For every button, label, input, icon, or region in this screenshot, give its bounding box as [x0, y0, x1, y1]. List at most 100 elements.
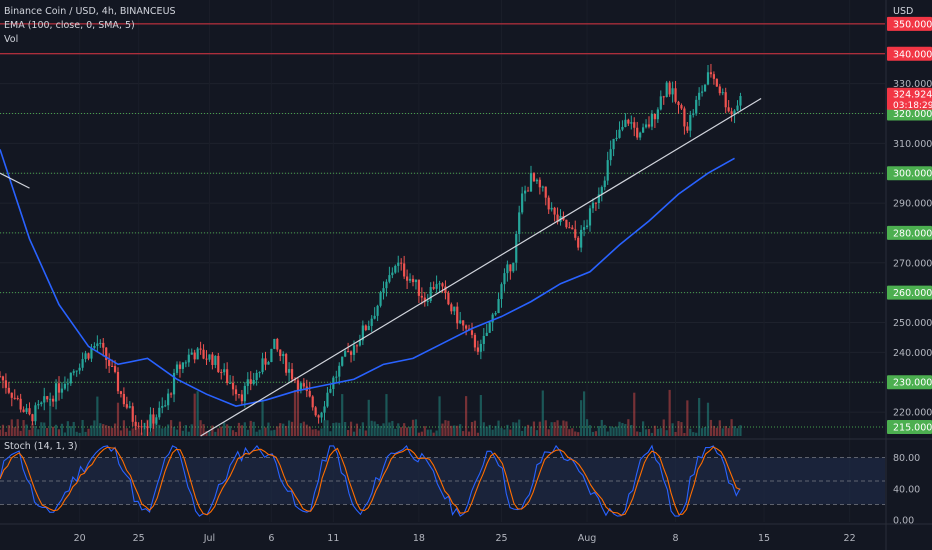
candle-body: [199, 348, 202, 350]
time-tick-label: 15: [758, 533, 770, 544]
volume-bar: [217, 428, 220, 436]
volume-bar: [444, 420, 447, 436]
volume-bar: [90, 425, 93, 436]
volume-bar: [108, 425, 111, 436]
volume-bar: [347, 430, 350, 436]
candle-body: [627, 119, 630, 124]
candle-body: [665, 82, 668, 98]
volume-bar: [137, 427, 140, 436]
volume-bars: [0, 389, 742, 436]
candle-body: [692, 113, 695, 115]
candle-body: [196, 348, 199, 360]
legend-ema[interactable]: EMA (100, close, 0, SMA, 5): [4, 20, 135, 31]
volume-bar: [485, 426, 488, 436]
volume-bar: [411, 419, 415, 436]
candle-body: [465, 325, 468, 329]
candle-body: [358, 340, 361, 346]
volume-bar: [591, 431, 595, 436]
volume-bar: [553, 422, 556, 436]
volume-bar: [332, 423, 335, 436]
candle-body: [54, 383, 58, 402]
volume-bar: [665, 430, 668, 436]
candle-body: [388, 275, 391, 282]
volume-bar: [19, 430, 22, 436]
volume-bar: [13, 427, 16, 436]
volume-bar: [686, 400, 689, 436]
candle-body: [515, 233, 518, 263]
candle-body: [630, 122, 633, 124]
candle-body: [252, 380, 255, 384]
volume-bar: [509, 429, 512, 436]
current-price-label: 324.9247: [893, 89, 932, 100]
candle-body: [656, 109, 659, 120]
legend-stoch[interactable]: Stoch (14, 1, 3): [4, 441, 78, 452]
volume-bar: [158, 424, 161, 436]
candle-body: [408, 278, 412, 281]
candle-body: [149, 414, 152, 429]
candle-body: [588, 208, 592, 226]
candle-body: [282, 354, 285, 357]
price-axis[interactable]: 220.0000 240.0000 250.0000 270.0000 290.0000…: [887, 16, 932, 435]
candle-body: [347, 351, 350, 353]
volume-bar: [172, 426, 176, 436]
candle-body: [229, 382, 232, 384]
price-tick-label: 290.0000: [893, 199, 932, 210]
legend-symbol[interactable]: Binance Coin / USD, 4h, BINANCEUS: [4, 6, 176, 17]
volume-bar: [521, 430, 524, 436]
trendline-stub: [0, 172, 30, 189]
volume-bar: [450, 425, 453, 436]
candle-body: [40, 402, 43, 405]
volume-bar: [556, 420, 559, 436]
volume-bar: [391, 420, 394, 436]
time-tick-label: Jul: [203, 533, 215, 544]
level-tag: [887, 225, 932, 240]
volume-bar: [662, 419, 665, 436]
volume-bar: [382, 423, 385, 436]
volume-bar: [724, 425, 727, 436]
candle-body: [470, 330, 474, 335]
volume-bar: [296, 391, 300, 436]
candle-body: [535, 179, 538, 182]
candle-body: [659, 96, 662, 110]
volume-bar: [403, 423, 406, 436]
candle-body: [394, 265, 397, 273]
time-tick-label: 8: [673, 533, 679, 544]
volume-bar: [680, 422, 683, 436]
candle-body: [140, 426, 143, 428]
volume-bar: [170, 420, 173, 436]
candle-body: [276, 338, 279, 350]
volume-bar: [609, 426, 612, 436]
volume-bar: [128, 430, 131, 436]
volume-bar: [479, 394, 482, 436]
candle-body: [639, 132, 642, 138]
stoch-tick-label: 80.00: [893, 453, 920, 464]
volume-bar: [43, 422, 46, 436]
volume-bar: [311, 429, 314, 436]
candle-body: [63, 383, 66, 389]
volume-bar: [709, 419, 713, 436]
candle-body: [541, 186, 544, 188]
candle-body: [624, 119, 627, 127]
candle-body: [441, 283, 444, 287]
legend-volume[interactable]: Vol: [4, 34, 19, 45]
volume-bar: [113, 423, 117, 436]
volume-bar: [627, 419, 630, 436]
volume-bar: [473, 420, 477, 436]
candle-body: [503, 273, 506, 285]
volume-bar: [243, 422, 246, 436]
volume-bar: [600, 419, 603, 436]
volume-bar: [597, 426, 600, 436]
candle-body: [119, 391, 123, 394]
candle-body: [264, 358, 267, 365]
volume-bar: [302, 421, 305, 436]
candle-body: [718, 86, 721, 94]
volume-bar: [167, 424, 170, 436]
volume-bar: [164, 427, 167, 436]
volume-bar: [615, 426, 618, 436]
volume-bar: [671, 423, 674, 436]
volume-bar: [308, 426, 311, 436]
candle-body: [733, 110, 736, 115]
candle-body: [344, 351, 347, 357]
